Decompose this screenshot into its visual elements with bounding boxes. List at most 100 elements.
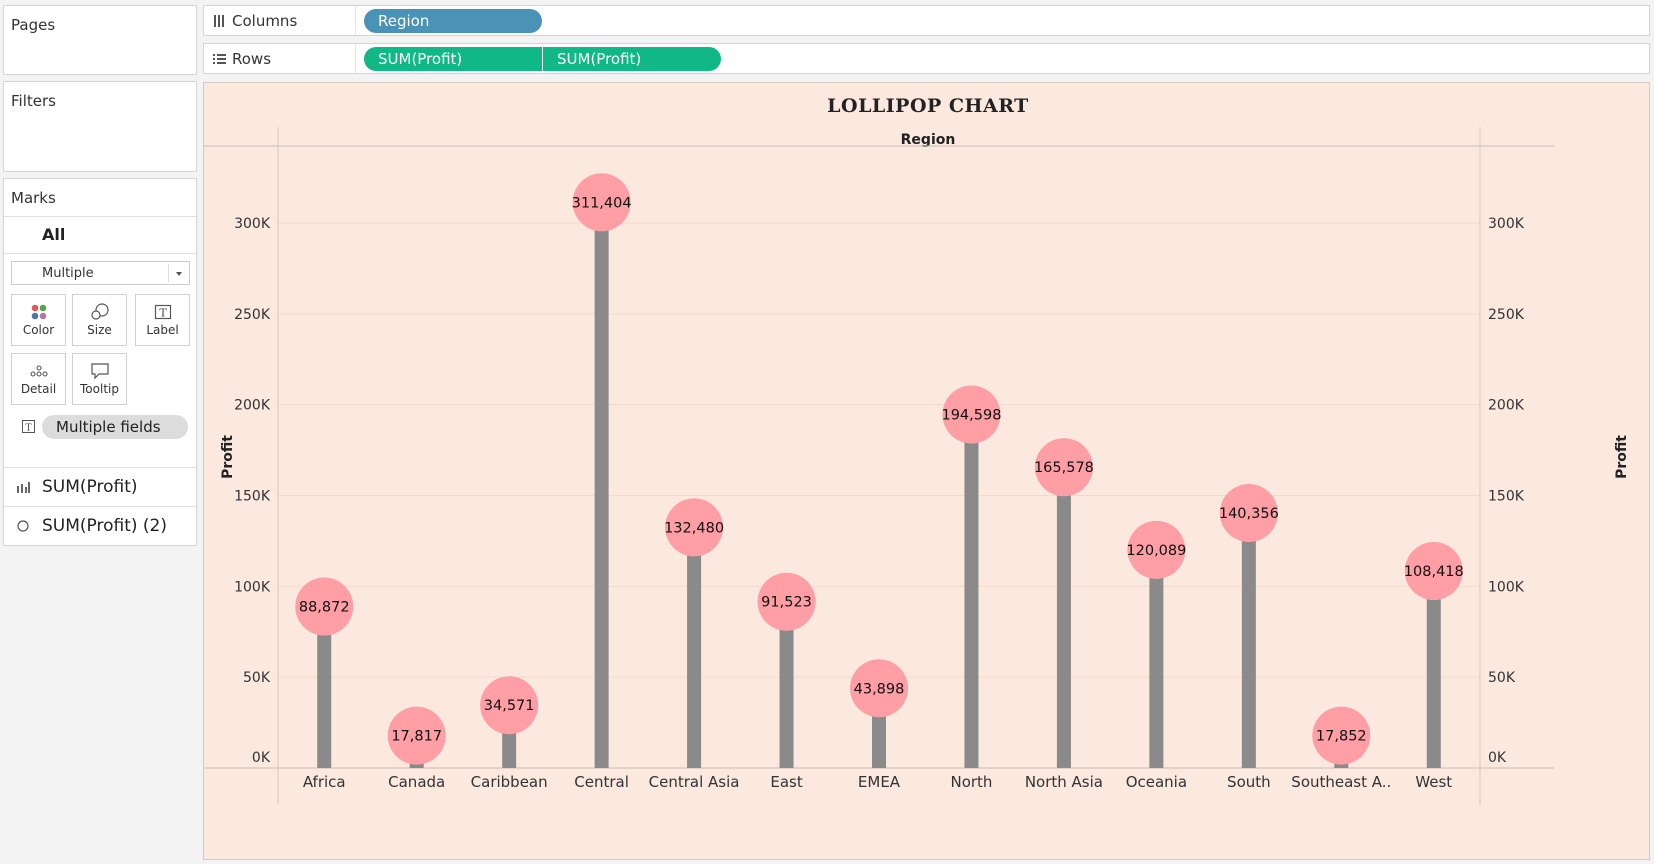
dropdown-separator <box>168 264 169 282</box>
pages-title: Pages <box>11 16 56 34</box>
detail-button[interactable]: Detail <box>11 353 66 405</box>
multiple-fields-pill[interactable]: Multiple fields <box>42 415 188 439</box>
y-tick-label-left: 150K <box>234 489 271 505</box>
tooltip-button[interactable]: Tooltip <box>72 353 127 405</box>
x-category-label: Canada <box>388 773 445 791</box>
chart-marks[interactable] <box>295 173 1463 769</box>
chevron-down-icon <box>176 272 182 276</box>
lollipop-chart[interactable]: LOLLIPOP CHART Region 0K 0K 50K 50K 100K 100K… <box>204 83 1651 861</box>
marks-divider <box>4 253 196 254</box>
color-dots-icon <box>31 304 46 320</box>
lollipop-stick[interactable] <box>779 601 794 768</box>
svg-text:T: T <box>25 424 31 434</box>
label-button[interactable]: T Label <box>135 294 190 346</box>
lollipop-stick[interactable] <box>1241 513 1256 768</box>
x-category-label: Caribbean <box>471 773 548 791</box>
lollipop-stick[interactable] <box>317 606 332 768</box>
lollipop-circle[interactable] <box>1312 706 1371 765</box>
lollipop-stick[interactable] <box>1149 549 1164 768</box>
y-tick-label-right: 300K <box>1488 216 1525 232</box>
y-tick-label-left: 0K <box>252 750 271 766</box>
value-label: 311,404 <box>572 195 632 211</box>
x-category-label: East <box>770 773 802 791</box>
rows-icon <box>213 54 226 64</box>
x-category-label: Central Asia <box>649 773 740 791</box>
lollipop-circle[interactable] <box>387 706 446 765</box>
marks-all-tab[interactable]: All <box>42 225 66 244</box>
mark-type-dropdown[interactable]: Multiple <box>11 261 190 285</box>
color-button[interactable]: Color <box>11 294 66 346</box>
value-label: 88,872 <box>299 600 350 616</box>
region-pill[interactable]: Region <box>364 9 542 33</box>
label-t-icon: T <box>154 304 171 320</box>
lollipop-circle[interactable] <box>572 173 631 232</box>
marks-tab-label: SUM(Profit) (2) <box>42 516 167 536</box>
tooltip-button-label: Tooltip <box>80 382 119 396</box>
value-label: 194,598 <box>941 407 1001 423</box>
size-circles-icon <box>90 303 109 320</box>
y-tick-label-left: 250K <box>234 307 271 323</box>
x-category-label: West <box>1415 773 1452 791</box>
x-category-label: North Asia <box>1025 773 1103 791</box>
y-axis-title-left: Profit <box>220 435 236 479</box>
marks-header: Marks <box>4 179 196 217</box>
value-label: 120,089 <box>1126 543 1186 559</box>
y-axis-title-right: Profit <box>1614 435 1630 479</box>
x-category-label: North <box>950 773 992 791</box>
detail-dots-icon <box>29 365 48 377</box>
x-category-label: EMEA <box>858 773 901 791</box>
lollipop-circle[interactable] <box>850 659 908 718</box>
y-tick-label-left: 200K <box>234 398 271 414</box>
color-button-label: Color <box>22 323 55 337</box>
y-tick-label-right: 250K <box>1488 307 1525 323</box>
y-tick-label-right: 100K <box>1488 579 1525 595</box>
chart-area[interactable]: LOLLIPOP CHART Region 0K 0K 50K 50K 100K 100K… <box>203 82 1650 860</box>
lollipop-stick[interactable] <box>594 202 609 769</box>
y-tick-label-left: 300K <box>234 216 271 232</box>
value-label: 140,356 <box>1219 506 1279 522</box>
value-label: 17,852 <box>1316 729 1367 745</box>
x-category-label: Central <box>574 773 629 791</box>
columns-shelf[interactable]: Columns Region <box>203 5 1650 36</box>
lollipop-stick[interactable] <box>964 414 979 768</box>
value-label: 165,578 <box>1034 460 1094 476</box>
label-t-icon: T <box>22 420 35 434</box>
size-button[interactable]: Size <box>72 294 127 346</box>
marks-tab-sum-profit[interactable]: SUM(Profit) <box>4 467 196 505</box>
lollipop-circle[interactable] <box>1219 484 1278 543</box>
lollipop-stick[interactable] <box>1056 467 1071 768</box>
size-button-label: Size <box>87 323 112 337</box>
circle-icon <box>17 520 29 532</box>
rows-shelf[interactable]: Rows SUM(Profit) SUM(Profit) <box>203 43 1650 74</box>
lollipop-circle[interactable] <box>1404 542 1463 601</box>
marks-tab-label: SUM(Profit) <box>42 477 138 497</box>
marks-title: Marks <box>11 189 56 207</box>
marks-tab-sum-profit-2[interactable]: SUM(Profit) (2) <box>4 506 196 544</box>
filters-card[interactable]: Filters <box>3 81 197 172</box>
lollipop-circle[interactable] <box>295 577 354 636</box>
lollipop-stick[interactable] <box>687 527 702 768</box>
columns-shelf-label: Columns <box>232 12 298 30</box>
value-label: 91,523 <box>761 595 812 611</box>
lollipop-circle[interactable] <box>1127 520 1186 579</box>
tooltip-bubble-icon <box>90 363 109 380</box>
rows-shelf-label: Rows <box>232 50 272 68</box>
pages-card[interactable]: Pages <box>3 5 197 75</box>
chart-frame <box>204 127 1554 805</box>
sum-profit-pill[interactable]: SUM(Profit) <box>364 47 542 71</box>
columns-icon <box>214 15 224 27</box>
value-label: 108,418 <box>1404 564 1464 580</box>
y-tick-label-right: 50K <box>1488 670 1516 686</box>
lollipop-circle[interactable] <box>480 676 539 735</box>
x-category-label: South <box>1227 773 1271 791</box>
lollipop-stick[interactable] <box>1426 571 1441 768</box>
lollipop-circle[interactable] <box>1034 438 1093 497</box>
lollipop-circle[interactable] <box>757 572 816 631</box>
marks-card: Marks All Multiple Color Size T Label <box>3 178 197 546</box>
filters-title: Filters <box>11 92 56 110</box>
lollipop-circle[interactable] <box>665 498 724 557</box>
lollipop-circle[interactable] <box>942 385 1001 444</box>
svg-text:T: T <box>159 307 167 320</box>
detail-button-label: Detail <box>20 382 57 396</box>
sum-profit-pill-2[interactable]: SUM(Profit) <box>543 47 721 71</box>
